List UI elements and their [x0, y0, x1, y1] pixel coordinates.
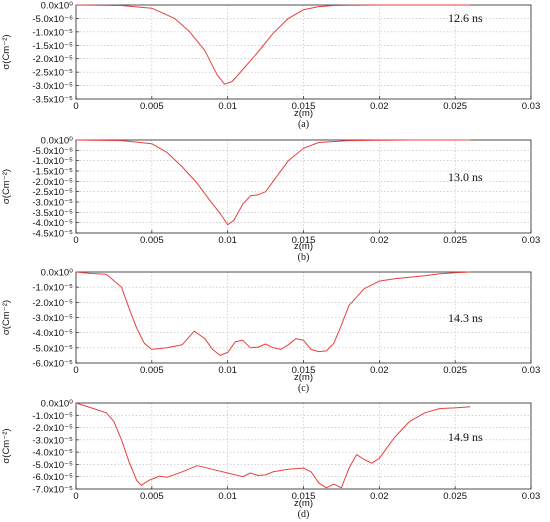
y-tick-label: -2.0x10⁻⁵: [32, 423, 73, 434]
y-tick-label: -5.0x10⁻⁶: [32, 14, 73, 25]
x-tick-label: 0.005: [140, 235, 164, 246]
time-annotation: 14.3 ns: [448, 311, 483, 325]
y-tick-label: -1.0x10⁻⁵: [32, 27, 73, 38]
panel-caption: (b): [298, 252, 310, 263]
panel-caption: (a): [298, 119, 309, 130]
y-axis-label: σ(Cm⁻²): [1, 300, 12, 335]
x-axis-label: z(m): [294, 372, 313, 383]
panel-caption: (d): [298, 509, 310, 520]
series-line: [75, 4, 471, 85]
x-tick-label: 0.02: [370, 101, 389, 112]
y-tick-label: -3.0x10⁻⁵: [32, 81, 73, 92]
y-tick-label: 0.0x10⁰: [41, 1, 74, 12]
y-tick-label: -3.5x10⁻⁵: [32, 208, 73, 219]
plot-frame: [75, 139, 532, 234]
y-tick-label: -4.0x10⁻⁵: [32, 328, 73, 339]
y-tick-label: 0.0x10⁰: [41, 399, 74, 410]
y-tick-label: -7.0x10⁻⁵: [32, 485, 73, 496]
y-axis-label: σ(Cm⁻²): [1, 34, 12, 69]
y-tick-label: -3.5x10⁻⁵: [32, 95, 73, 106]
x-tick-label: 0.01: [218, 491, 237, 502]
x-tick-label: 0.02: [370, 491, 389, 502]
y-tick-label: -2.5x10⁻⁵: [32, 187, 73, 198]
x-tick-label: 0.02: [370, 365, 389, 376]
chart-panel-3: 0 0.005 0.01 0.015 0.02 0.025 0.03 0.0x10⁰ -1.0x…: [1, 268, 540, 395]
y-tick-label: -4.0x10⁻⁵: [32, 448, 73, 459]
panel-caption: (c): [298, 383, 309, 394]
x-tick-label: 0.015: [292, 101, 316, 112]
x-tick-label: 0.025: [443, 365, 467, 376]
plot-frame: [75, 402, 532, 490]
plot-frame: [75, 271, 532, 364]
x-tick-label: 0.01: [218, 235, 237, 246]
x-tick-label: 0: [73, 101, 78, 112]
y-tick-label: -6.0x10⁻⁵: [32, 359, 73, 370]
plot-frame: [75, 4, 532, 100]
y-tick-label: -1.0x10⁻⁵: [32, 156, 73, 167]
y-tick-label: -6.0x10⁻⁵: [32, 472, 73, 483]
x-tick-label: 0.025: [443, 235, 467, 246]
x-tick-label: 0: [73, 235, 78, 246]
x-tick-label: 0.025: [443, 101, 467, 112]
y-tick-label: -2.0x10⁻⁵: [32, 298, 73, 309]
y-tick-label: -3.0x10⁻⁵: [32, 435, 73, 446]
y-tick-label: -4.5x10⁻⁵: [32, 229, 73, 240]
chart-panel-1: 0 0.005 0.01 0.015 0.02 0.025 0.03 0.0x10⁰ -5.0x…: [1, 1, 540, 131]
y-axis-label: σ(Cm⁻²): [1, 428, 12, 463]
y-tick-label: 0.0x10⁰: [41, 136, 74, 147]
x-tick-label: 0.015: [292, 491, 316, 502]
y-tick-label: -2.0x10⁻⁵: [32, 177, 73, 188]
x-tick-label: 0: [73, 491, 78, 502]
series-line: [75, 271, 471, 356]
y-axis-label: σ(Cm⁻²): [1, 169, 12, 204]
x-tick-label: 0.005: [140, 365, 164, 376]
x-tick-label: 0.01: [218, 365, 237, 376]
x-tick-label: 0.03: [522, 101, 541, 112]
x-tick-label: 0.005: [140, 101, 164, 112]
series-line: [75, 139, 471, 226]
x-tick-label: 0.015: [292, 365, 316, 376]
series-line: [75, 402, 471, 489]
chart-panel-4: 0 0.005 0.01 0.015 0.02 0.025 0.03 0.0x10⁰-1.0x…: [1, 399, 540, 521]
x-tick-label: 0.03: [522, 365, 541, 376]
y-tick-label: -3.0x10⁻⁵: [32, 198, 73, 209]
x-tick-label: 0.03: [522, 491, 541, 502]
y-tick-label: -2.5x10⁻⁵: [32, 68, 73, 79]
chart-panel-2: 0 0.005 0.01 0.015 0.02 0.025 0.03 0.0x10⁰-5.0x…: [1, 136, 540, 264]
time-annotation: 12.6 ns: [448, 11, 483, 25]
x-axis-label: z(m): [294, 498, 313, 509]
y-tick-label: -1.0x10⁻⁵: [32, 283, 73, 294]
y-tick-label: -3.0x10⁻⁵: [32, 313, 73, 324]
y-tick-label: -1.5x10⁻⁵: [32, 167, 73, 178]
x-axis-label: z(m): [294, 241, 313, 252]
x-axis-label: z(m): [294, 108, 313, 119]
x-tick-label: 0.015: [292, 235, 316, 246]
y-tick-label: -1.0x10⁻⁵: [32, 411, 73, 422]
x-tick-label: 0.025: [443, 491, 467, 502]
x-tick-label: 0.005: [140, 491, 164, 502]
x-tick-label: 0: [73, 365, 78, 376]
x-tick-label: 0.02: [370, 235, 389, 246]
y-tick-label: -5.0x10⁻⁵: [32, 343, 73, 354]
y-tick-label: -1.5x10⁻⁵: [32, 41, 73, 52]
y-tick-label: -5.0x10⁻⁵: [32, 460, 73, 471]
time-annotation: 13.0 ns: [448, 170, 483, 184]
time-annotation: 14.9 ns: [448, 430, 483, 444]
y-tick-label: -5.0x10⁻⁶: [32, 146, 73, 157]
x-tick-label: 0.01: [218, 101, 237, 112]
x-tick-label: 0.03: [522, 235, 541, 246]
y-tick-label: -2.0x10⁻⁵: [32, 54, 73, 65]
y-tick-label: -4.0x10⁻⁵: [32, 218, 73, 229]
y-tick-label: 0.0x10⁰: [41, 268, 74, 279]
